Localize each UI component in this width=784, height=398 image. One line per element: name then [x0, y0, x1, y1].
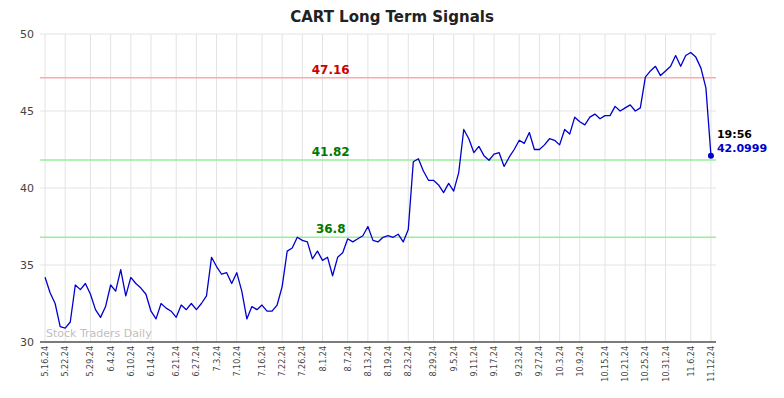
grid-line — [40, 188, 716, 189]
y-tick-label: 40 — [20, 182, 34, 195]
reference-line — [40, 159, 716, 161]
x-tick-label: 6.10.24 — [127, 346, 136, 377]
grid-line — [665, 34, 666, 342]
grid-line — [559, 34, 560, 342]
title: CART Long Term Signals — [290, 8, 494, 26]
x-tick-label: 7.16.24 — [258, 346, 267, 377]
grid-line — [130, 34, 131, 342]
grid-line — [539, 34, 540, 342]
y-tick-label: 35 — [20, 259, 34, 272]
x-tick-label: 5.29.24 — [86, 346, 95, 377]
x-tick-label: 8.29.24 — [429, 346, 438, 377]
price-line — [45, 52, 711, 328]
x-tick-label: 5.16.24 — [41, 346, 50, 377]
reference-line — [40, 237, 716, 239]
grid-line — [625, 34, 626, 342]
reference-label: 36.8 — [316, 222, 346, 236]
x-tick-label: 6.27.24 — [192, 346, 201, 377]
grid-line — [690, 34, 691, 342]
grid-line — [519, 34, 520, 342]
x-tick-label: 5.22.24 — [61, 346, 70, 377]
x-tick-label: 11.6.24 — [687, 346, 696, 377]
x-axis-line — [40, 341, 716, 343]
grid-line — [236, 34, 237, 342]
x-tick-label: 7.22.24 — [278, 346, 287, 377]
y-tick-label: 30 — [20, 336, 34, 349]
x-tick-label: 10.9.24 — [576, 346, 585, 377]
grid-line — [176, 34, 177, 342]
x-tick-label: 6.4.24 — [107, 346, 116, 371]
grid-line — [150, 34, 151, 342]
x-tick-label: 9.11.24 — [470, 346, 479, 377]
grid-line — [433, 34, 434, 342]
grid-line — [302, 34, 303, 342]
grid-line — [40, 34, 716, 35]
last-point-label: 42.0999 — [717, 142, 767, 155]
reference-line — [40, 77, 716, 79]
x-tick-label: 7.3.24 — [213, 346, 222, 371]
grid-line — [261, 34, 262, 342]
x-tick-label: 8.7.24 — [344, 346, 353, 371]
grid-line — [40, 111, 716, 112]
x-tick-label: 10.25.24 — [641, 346, 650, 382]
grid-line — [322, 34, 323, 342]
x-tick-label: 9.17.24 — [490, 346, 499, 377]
grid-line — [40, 342, 716, 343]
grid-line — [710, 34, 711, 342]
x-tick-label: 10.31.24 — [662, 346, 671, 382]
chart: CART Long Term Signals 30 35 40 45 50 5.16.24 5… — [0, 0, 784, 398]
grid-line — [367, 34, 368, 342]
grid-line — [45, 34, 46, 342]
grid-line — [473, 34, 474, 342]
x-tick-label: 8.1.24 — [319, 346, 328, 371]
x-tick-label: 8.13.24 — [364, 346, 373, 377]
y-tick-label: 50 — [20, 28, 34, 41]
x-tick-label: 6.21.24 — [172, 346, 181, 377]
plot-area — [40, 52, 716, 328]
x-tick-label: 11.12.24 — [707, 346, 716, 382]
watermark: Stock Traders Daily — [46, 327, 152, 340]
grid-line — [408, 34, 409, 342]
grid-line — [605, 34, 606, 342]
grid-line — [40, 265, 716, 266]
x-tick-label: 8.23.24 — [404, 346, 413, 377]
x-tick-label: 10.15.24 — [601, 346, 610, 382]
last-point — [708, 153, 714, 159]
x-tick-label: 8.19.24 — [384, 346, 393, 377]
grid-line — [347, 34, 348, 342]
reference-label: 47.16 — [312, 63, 350, 77]
x-tick-label: 6.14.24 — [147, 346, 156, 377]
x-tick-label: 7.10.24 — [233, 346, 242, 377]
x-tick-label: 9.27.24 — [535, 346, 544, 377]
x-tick-label: 10.3.24 — [556, 346, 565, 377]
grid-line — [110, 34, 111, 342]
grid-line — [388, 34, 389, 342]
last-point-label: 19:56 — [717, 128, 752, 141]
x-tick-label: 9.5.24 — [450, 346, 459, 371]
grid-line — [579, 34, 580, 342]
grid-line — [216, 34, 217, 342]
y-tick-label: 45 — [20, 105, 34, 118]
grid-line — [282, 34, 283, 342]
x-tick-label: 9.23.24 — [515, 346, 524, 377]
grid-line — [65, 34, 66, 342]
grid-line — [494, 34, 495, 342]
x-tick-label: 10.21.24 — [621, 346, 630, 382]
grid-line — [196, 34, 197, 342]
x-tick-label: 7.26.24 — [298, 346, 307, 377]
reference-label: 41.82 — [312, 145, 350, 159]
